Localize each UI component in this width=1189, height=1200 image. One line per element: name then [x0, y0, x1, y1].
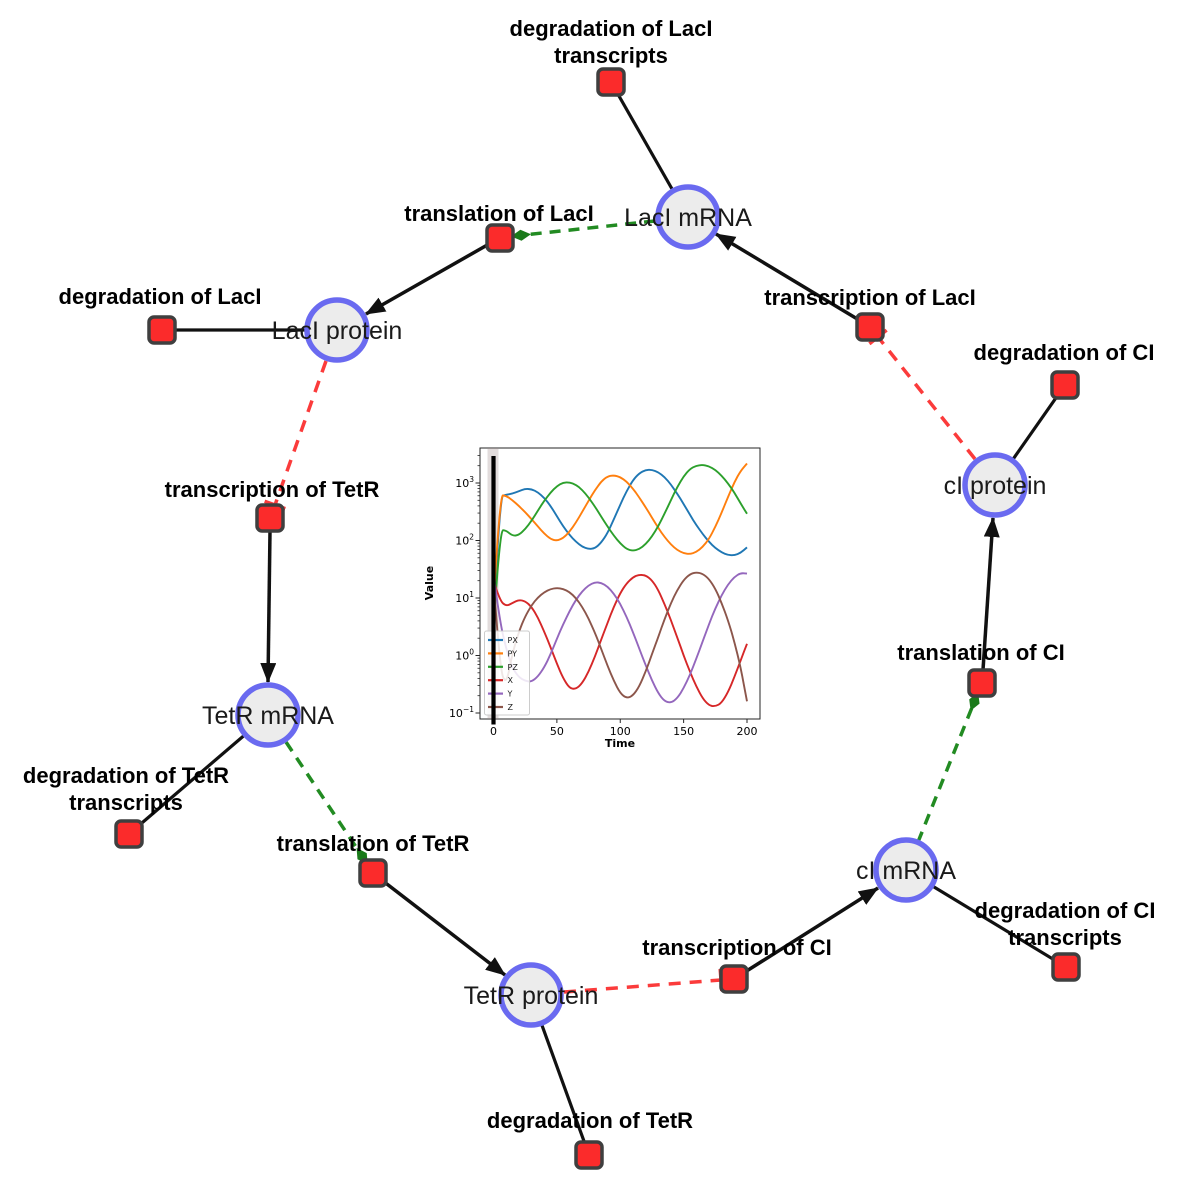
species-node-tetR-mRNA[interactable]	[235, 682, 301, 748]
reaction-node-transcription-lacI[interactable]	[855, 312, 885, 342]
chart-series-X	[492, 573, 748, 708]
edge-transcription-cI-to-mRNA	[744, 886, 879, 974]
svg-text:0: 0	[490, 725, 497, 738]
reaction-node-translation-cI[interactable]	[967, 668, 997, 698]
chart-legend-label-PY: PY	[508, 649, 518, 658]
edge-lacI-protein-inhibits-transcription-tetR	[264, 360, 328, 511]
edge-transcription-lacI-to-mRNA	[715, 232, 860, 322]
reaction-node-degradation-cI[interactable]	[1050, 370, 1080, 400]
reaction-label-degradation-tetR-transcripts-2: transcripts	[69, 790, 183, 815]
species-node-lacI-mRNA[interactable]	[655, 184, 721, 250]
species-label-lacI-protein: LacI protein	[272, 317, 403, 345]
chart-legend: PX PY PZ XYZ	[484, 630, 530, 716]
reaction-node-degradation-lacI-transcripts[interactable]	[596, 67, 626, 97]
species-label-tetR-mRNA: TetR mRNA	[202, 702, 334, 730]
svg-text:10−1: 10−1	[449, 705, 474, 720]
svg-text:100: 100	[610, 725, 631, 738]
chart-legend-label-X: X	[508, 676, 514, 685]
reaction-label-degradation-tetR: degradation of TetR	[487, 1108, 693, 1133]
chart-legend-label-PZ: PZ	[508, 663, 519, 672]
reaction-node-degradation-tetR[interactable]	[574, 1140, 604, 1170]
edge-cI-protein-inhibits-transcription-lacI	[868, 328, 977, 461]
species-label-cI-mRNA: cI mRNA	[856, 857, 956, 885]
reaction-label-translation-lacI: translation of LacI	[404, 201, 593, 226]
svg-text:150: 150	[673, 725, 694, 738]
reaction-label-translation-tetR: translation of TetR	[277, 831, 470, 856]
reaction-label-degradation-lacI-transcripts-2: transcripts	[554, 43, 668, 68]
edge-tetR-mRNA-modifies-translation	[284, 741, 366, 862]
reaction-label-transcription-lacI: transcription of LacI	[764, 285, 975, 310]
edge-translation-tetR-to-protein	[381, 879, 507, 977]
reaction-node-degradation-cI-transcripts[interactable]	[1051, 952, 1081, 982]
labels-layer: LacI mRNA LacI protein cI protein TetR m…	[23, 16, 1156, 1133]
species-node-cI-mRNA[interactable]	[873, 837, 939, 903]
edge-transcription-tetR-to-mRNA	[260, 530, 277, 683]
edge-lacI-mRNA-modifies-translation	[514, 219, 656, 236]
reaction-label-translation-cI: translation of CI	[897, 640, 1064, 665]
edge-tetR-protein-inhibits-transcription-cI	[563, 968, 724, 994]
reaction-nodes-layer	[114, 67, 1081, 1170]
species-label-tetR-protein: TetR protein	[464, 982, 599, 1010]
reaction-label-degradation-tetR-transcripts-1: degradation of TetR	[23, 763, 229, 788]
reaction-label-degradation-cI-transcripts-2: transcripts	[1008, 925, 1122, 950]
chart-xlabel: Time	[605, 737, 635, 750]
reaction-node-transcription-cI[interactable]	[719, 964, 749, 994]
edge-translation-cI-to-protein	[981, 517, 1000, 671]
chart-axes-ticks: 0 50 100 150 200 10−1 100 101 102 103	[449, 455, 758, 738]
reaction-label-degradation-lacI-transcripts-1: degradation of LacI	[510, 16, 713, 41]
svg-text:50: 50	[550, 725, 564, 738]
reaction-node-degradation-tetR-transcripts[interactable]	[114, 819, 144, 849]
svg-text:103: 103	[455, 475, 474, 490]
reaction-node-translation-tetR[interactable]	[358, 858, 388, 888]
reaction-node-transcription-tetR[interactable]	[255, 503, 285, 533]
edge-translation-lacI-to-protein	[365, 242, 490, 316]
species-node-cI-protein[interactable]	[962, 452, 1028, 518]
reaction-node-degradation-lacI[interactable]	[147, 315, 177, 345]
chart-series-PY	[492, 462, 748, 604]
reaction-label-transcription-cI: transcription of CI	[642, 935, 831, 960]
species-nodes-layer	[235, 184, 1028, 1028]
reaction-node-translation-lacI[interactable]	[485, 223, 515, 253]
reaction-label-transcription-tetR: transcription of TetR	[165, 477, 380, 502]
species-node-lacI-protein[interactable]	[304, 297, 370, 363]
svg-text:200: 200	[737, 725, 758, 738]
reaction-label-degradation-lacI: degradation of LacI	[59, 284, 262, 309]
reaction-label-degradation-cI-transcripts-1: degradation of CI	[975, 898, 1156, 923]
reaction-label-degradation-cI: degradation of CI	[974, 340, 1155, 365]
chart-legend-label-PX: PX	[508, 636, 519, 645]
chart-legend-label-Z: Z	[508, 703, 514, 712]
species-label-lacI-mRNA: LacI mRNA	[624, 204, 752, 232]
chart-curves	[492, 462, 748, 708]
chart-series-PX	[492, 468, 748, 621]
chart-series-PZ	[492, 464, 748, 629]
svg-text:102: 102	[455, 533, 474, 548]
chart-series-Z	[492, 571, 748, 702]
chart-ylabel: Value	[423, 566, 436, 600]
inset-chart: 0 50 100 150 200 10−1 100 101 102 103 PX PY PZ XYZ T…	[423, 447, 761, 750]
svg-text:101: 101	[455, 590, 474, 605]
chart-legend-label-Y: Y	[507, 690, 513, 699]
species-node-tetR-protein[interactable]	[498, 962, 564, 1028]
svg-text:100: 100	[455, 648, 474, 663]
edge-cI-mRNA-modifies-translation	[916, 695, 977, 843]
chart-series-Y	[492, 572, 748, 704]
species-label-cI-protein: cI protein	[944, 472, 1047, 500]
